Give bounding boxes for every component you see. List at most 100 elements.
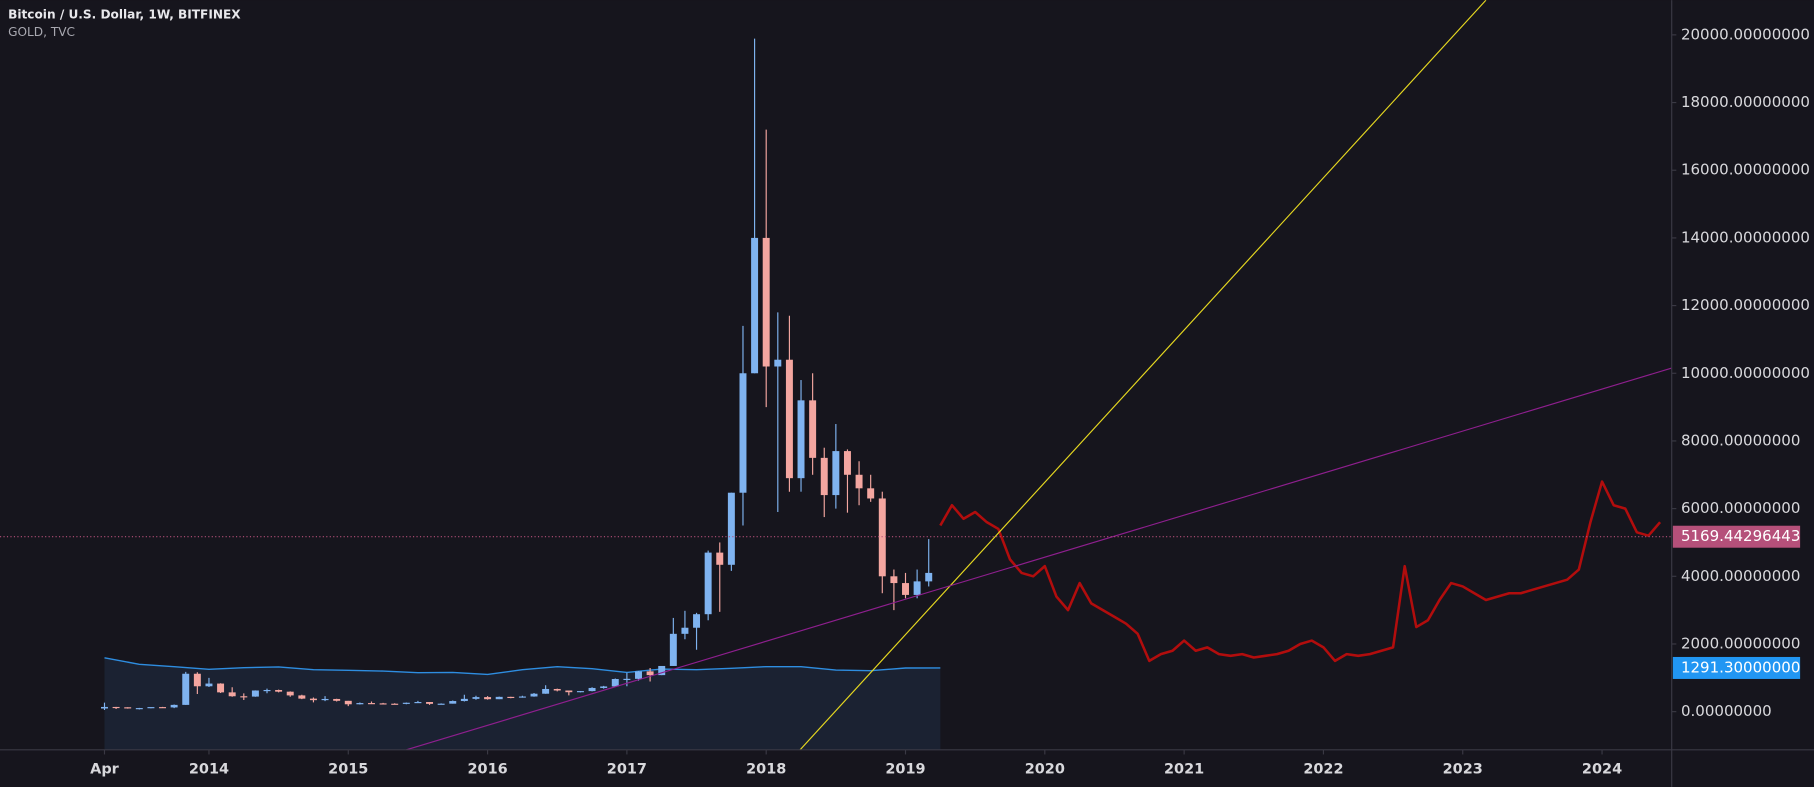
- y-tick-label: 12000.00000000: [1681, 296, 1810, 314]
- candle-body: [379, 703, 387, 705]
- candle-body: [867, 488, 875, 499]
- candle-body: [275, 689, 283, 692]
- candle-body: [472, 697, 480, 699]
- candle-body: [809, 400, 817, 458]
- candle-body: [495, 696, 503, 700]
- plot-area: [0, 0, 1672, 750]
- candle-body: [530, 693, 538, 697]
- candle-body: [646, 671, 654, 676]
- y-tick-label: 16000.00000000: [1681, 161, 1810, 179]
- candle-body: [437, 703, 445, 705]
- area-fill: [104, 657, 941, 750]
- x-tick-label: 2016: [467, 761, 507, 777]
- candle-body: [460, 698, 468, 702]
- candle-body: [785, 359, 793, 479]
- line-series: [939, 480, 1662, 663]
- y-tick-label: 0.00000000: [1681, 702, 1772, 720]
- candle-body: [217, 683, 225, 693]
- y-tick-label: 18000.00000000: [1681, 93, 1810, 111]
- price-label-box: [1672, 525, 1801, 548]
- candle-body: [309, 698, 317, 701]
- x-tick-label: 2021: [1164, 761, 1204, 777]
- candle-body: [193, 673, 201, 687]
- y-tick-label: 10000.00000000: [1681, 364, 1810, 382]
- area-line: [104, 657, 941, 676]
- candle-body: [843, 451, 851, 475]
- candle-body: [693, 614, 701, 628]
- y-tick-label: 8000.00000000: [1681, 431, 1800, 449]
- candle-body: [170, 704, 178, 708]
- candle-body: [449, 701, 457, 704]
- candle-body: [356, 703, 364, 705]
- candle-body: [100, 706, 108, 709]
- candle-body: [484, 697, 492, 700]
- candle-body: [135, 708, 143, 710]
- candle-body: [402, 702, 410, 704]
- candle-body: [263, 689, 271, 692]
- candle-body: [333, 698, 341, 701]
- x-tick-label: 2023: [1443, 761, 1483, 777]
- candle-body: [159, 707, 167, 709]
- candle-body: [251, 690, 259, 697]
- candle-body: [368, 703, 375, 705]
- candle-body: [553, 688, 561, 691]
- candle-body: [298, 695, 306, 699]
- candle-body: [414, 702, 422, 704]
- candle-body: [635, 671, 642, 679]
- x-tick-label: 2015: [328, 761, 368, 777]
- candle-body: [658, 665, 666, 676]
- candle-body: [716, 552, 724, 565]
- candle-body: [681, 627, 689, 634]
- candle-body: [112, 706, 120, 709]
- legend-entry: Bitcoin / U.S. Dollar, 1W, BITFINEX: [8, 8, 241, 22]
- price-label: 1291.30000000: [1681, 658, 1800, 676]
- candle-body: [797, 400, 805, 479]
- x-tick-label: 2018: [746, 761, 786, 777]
- candle-body: [124, 707, 132, 709]
- candle-body: [832, 451, 840, 496]
- candle-body: [913, 581, 921, 595]
- x-tick-label: 2020: [1025, 761, 1065, 777]
- y-tick-label: 20000.00000000: [1681, 25, 1810, 43]
- candle-body: [344, 700, 352, 705]
- candle-body: [240, 696, 248, 698]
- y-tick-label: 2000.00000000: [1681, 634, 1800, 652]
- y-tick-label: 4000.00000000: [1681, 567, 1800, 585]
- y-tick-label: 14000.00000000: [1681, 228, 1810, 246]
- candle-body: [321, 698, 329, 701]
- x-tick-label: 2017: [607, 761, 647, 777]
- candle-body: [727, 492, 735, 565]
- candle-body: [669, 633, 677, 666]
- candle-body: [751, 237, 759, 374]
- candle-body: [542, 688, 550, 694]
- candle-body: [426, 702, 434, 704]
- candle-body: [774, 359, 782, 367]
- price-label: 5169.44296443: [1681, 527, 1800, 545]
- candle-body: [611, 678, 619, 687]
- legend-entry: GOLD, TVC: [8, 25, 75, 39]
- candle-body: [704, 552, 712, 615]
- x-tick-label: 2014: [189, 761, 229, 777]
- y-tick-label: 6000.00000000: [1681, 499, 1800, 517]
- x-tick-label: Apr: [90, 761, 120, 777]
- candle-body: [600, 686, 608, 688]
- candle-body: [855, 474, 863, 489]
- candle-body: [878, 498, 886, 577]
- candle-body: [205, 683, 213, 687]
- candle-body: [565, 690, 573, 693]
- trend-line: [799, 0, 1487, 750]
- candle-body: [588, 687, 596, 692]
- candle-body: [762, 237, 770, 367]
- candle-body: [820, 457, 828, 496]
- price-label-box: [1672, 656, 1801, 679]
- candle-body: [147, 707, 155, 709]
- trend-line: [406, 367, 1672, 750]
- candle-body: [890, 576, 898, 584]
- candle-body: [286, 691, 294, 696]
- candle-body: [391, 703, 399, 705]
- candle-body: [518, 696, 526, 698]
